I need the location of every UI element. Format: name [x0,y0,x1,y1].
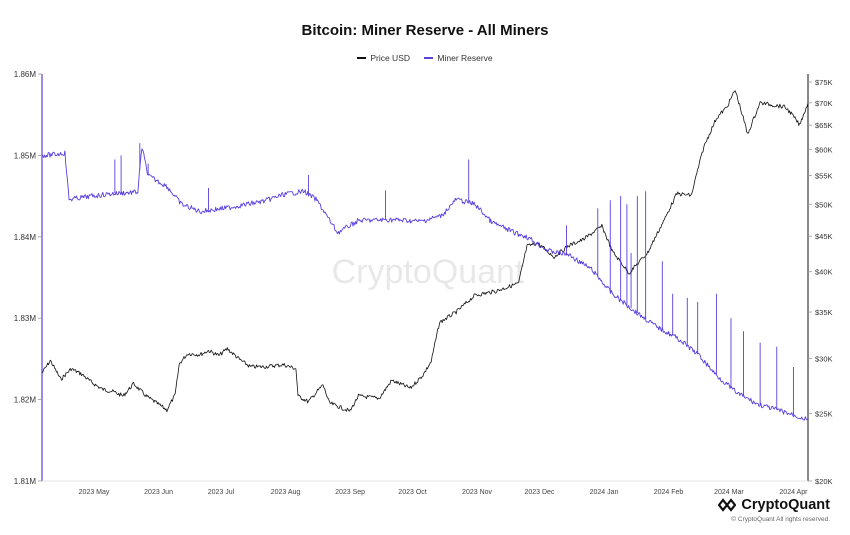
right-axis-tick-label: $30K [815,355,833,364]
series-line-miner-reserve [41,148,809,421]
x-axis-tick-label: 2023 Nov [462,489,492,496]
right-axis-tick-label: $60K [815,145,833,154]
x-axis-tick-label: 2024 Feb [654,489,684,496]
x-axis-tick-label: 2023 May [79,489,110,496]
right-axis-tick-label: $35K [815,308,833,317]
left-axis-tick-label: 1.84M [14,233,37,242]
right-axis-tick-label: $65K [815,121,833,130]
left-axis-tick-label: 1.82M [14,396,37,405]
right-axis-tick-label: $40K [815,268,833,277]
left-axis-tick-label: 1.81M [14,477,37,486]
x-axis-tick-label: 2023 Sep [335,489,365,496]
cryptoquant-logo-icon [718,498,737,512]
right-axis-tick-label: $55K [815,172,833,181]
chart-legend: Price USD Miner Reserve [0,51,850,63]
right-axis-tick-label: $45K [815,232,833,241]
x-axis-tick-label: 2024 Apr [779,489,808,496]
chart-title: Bitcoin: Miner Reserve - All Miners [301,22,549,39]
legend-swatch-miner-reserve [424,57,434,59]
series-line-price-usd [41,90,809,413]
x-axis-tick-label: 2023 Jun [144,489,173,496]
legend-label-price: Price USD [370,53,411,64]
x-axis-tick-label: 2024 Mar [714,489,744,496]
brand-logo: CryptoQuant [718,497,830,513]
right-axis-tick-label: $70K [815,99,833,108]
right-axis-tick-label: $50K [815,200,833,209]
legend-swatch-price [357,57,367,59]
left-axis-tick-label: 1.83M [14,314,37,323]
x-axis-tick-label: 2024 Jan [590,489,619,496]
left-axis-tick-label: 1.86M [14,70,37,79]
legend-label-miner-reserve: Miner Reserve [437,53,493,64]
legend-item-price[interactable]: Price USD [357,53,410,63]
copyright-text: © CryptoQuant All rights reserved. [731,516,830,523]
watermark: CryptoQuant [332,253,525,291]
left-axis-tick-label: 1.85M [14,151,37,160]
x-axis-tick-label: 2023 Jul [208,489,235,496]
brand-name: CryptoQuant [741,497,830,513]
legend-item-miner-reserve[interactable]: Miner Reserve [424,53,493,64]
right-axis-tick-label: $20K [815,477,833,486]
x-axis-tick-label: 2023 Dec [524,489,554,496]
x-axis-tick-label: 2023 Oct [398,489,426,496]
right-axis-tick-label: $25K [815,410,833,419]
x-axis-tick-label: 2023 Aug [271,489,301,496]
right-axis-tick-label: $75K [815,78,833,87]
